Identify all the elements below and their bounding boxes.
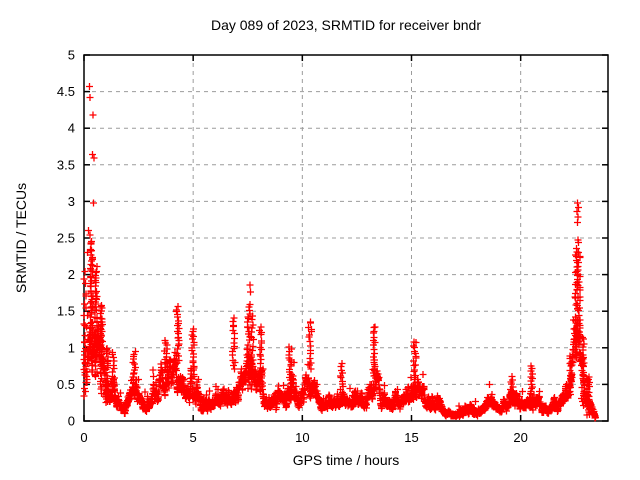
y-tick-label: 1.5: [57, 304, 75, 319]
x-axis-label: GPS time / hours: [292, 452, 400, 468]
x-tick-label: 0: [80, 430, 87, 445]
x-tick-label: 15: [404, 430, 418, 445]
y-tick-label: 3: [68, 194, 75, 209]
x-tick-label: 10: [295, 430, 309, 445]
x-tick-label: 20: [513, 430, 527, 445]
scatter-points: [80, 83, 599, 422]
plot-border: [83, 54, 609, 422]
y-tick-label: 0.5: [57, 377, 75, 392]
y-tick-label: 4.5: [57, 84, 75, 99]
y-tick-label: 3.5: [57, 157, 75, 172]
chart-title: Day 089 of 2023, SRMTID for receiver bnd…: [210, 17, 481, 33]
y-tick-label: 4: [68, 121, 75, 136]
y-tick-label: 2: [68, 267, 75, 282]
y-tick-label: 5: [68, 48, 75, 63]
tick-labels: 0 0.5 1 1.5 2 2.5 3 3.5 4 4.5 5 0 5 10 15 20: [57, 48, 528, 446]
y-tick-label: 2.5: [57, 231, 75, 246]
y-tick-label: 0: [68, 414, 75, 429]
y-tick-label: 1: [68, 340, 75, 355]
x-tick-label: 5: [190, 430, 197, 445]
